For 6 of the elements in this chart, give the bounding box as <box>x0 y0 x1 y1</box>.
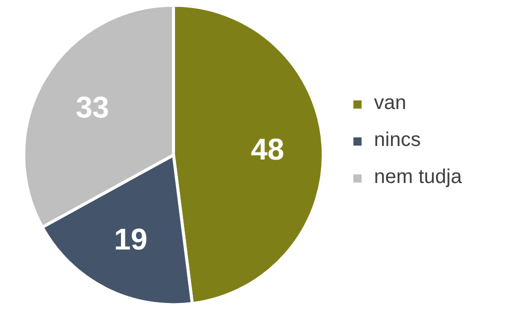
data-label: 33 <box>76 92 110 125</box>
legend-label: van <box>374 92 406 115</box>
data-label: 48 <box>250 134 284 167</box>
data-label: 19 <box>114 223 148 256</box>
legend-label: nincs <box>374 129 421 152</box>
legend-label: nem tudja <box>374 166 462 189</box>
